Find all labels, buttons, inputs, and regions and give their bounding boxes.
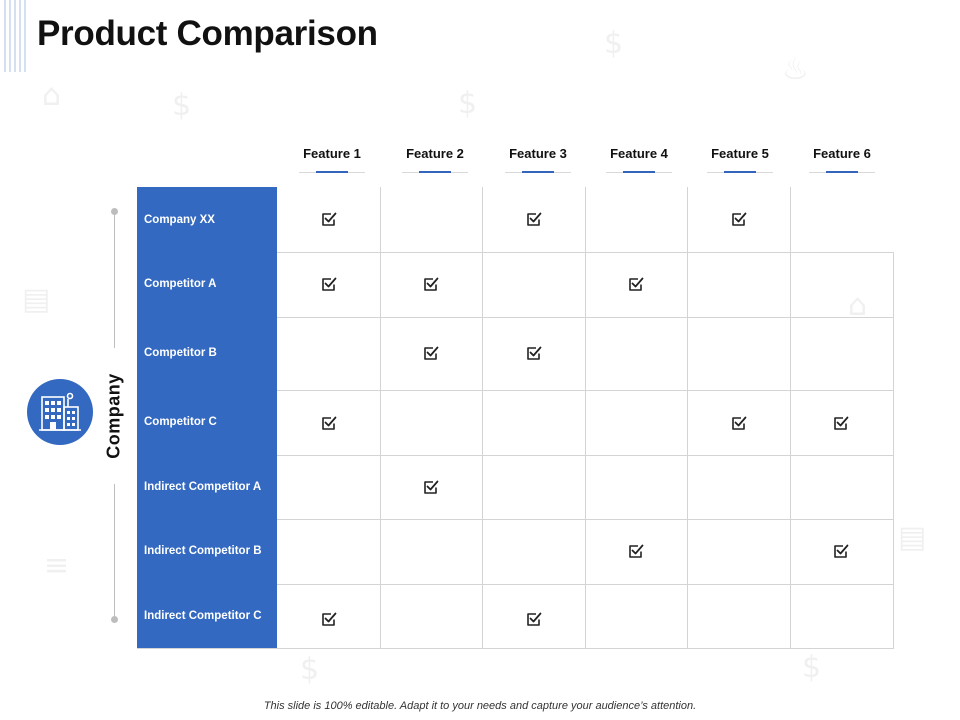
company-icon-circle — [27, 379, 93, 445]
row-label: Competitor C — [144, 416, 217, 428]
feature-underline — [606, 171, 672, 173]
row-label: Indirect Competitor A — [144, 481, 262, 493]
checkbox-check-icon — [322, 212, 337, 226]
feature-header: Feature 3 — [509, 146, 567, 161]
checkbox-check-icon — [424, 346, 439, 360]
feature-underline — [402, 171, 468, 173]
checkbox-check-icon — [527, 212, 542, 226]
coin-stack-icon: ≡ — [44, 548, 70, 583]
checkbox-check-icon — [834, 416, 849, 430]
checkbox-check-icon — [732, 416, 747, 430]
feature-header: Feature 1 — [303, 146, 361, 161]
footer-note: This slide is 100% editable. Adapt it to… — [263, 700, 697, 712]
coin-icon: $ — [604, 26, 624, 61]
feature-underline — [809, 171, 875, 173]
company-axis-label: Company — [103, 373, 124, 459]
row-label: Competitor A — [144, 278, 217, 290]
row-label: Company XX — [144, 214, 215, 226]
feature-header: Feature 5 — [711, 146, 769, 161]
coin-icon: $ — [300, 652, 320, 687]
checkbox-check-icon — [424, 480, 439, 494]
row-label: Indirect Competitor C — [144, 610, 262, 622]
axis-dot-bottom — [111, 616, 118, 623]
row-label: Indirect Competitor B — [144, 545, 262, 557]
feature-underline — [505, 171, 571, 173]
feature-header: Feature 2 — [406, 146, 464, 161]
checkbox-check-icon — [322, 277, 337, 291]
bank-icon: ⌂ — [42, 78, 62, 113]
coin-icon: $ — [172, 88, 192, 123]
checkbox-check-icon — [629, 277, 644, 291]
feature-header: Feature 6 — [813, 146, 871, 161]
coin-icon: $ — [458, 86, 478, 121]
decorative-accent-lines — [0, 0, 30, 72]
grid-line — [482, 187, 483, 649]
grid-line — [893, 252, 894, 649]
cash-icon: ▤ — [22, 282, 51, 317]
piggy-bank-icon: ♨ — [782, 52, 809, 87]
grid-line — [137, 648, 893, 649]
checkbox-check-icon — [732, 212, 747, 226]
checkbox-check-icon — [527, 612, 542, 626]
row-label: Competitor B — [144, 347, 217, 359]
cash-icon: ▤ — [898, 520, 927, 555]
page-title: Product Comparison — [37, 14, 378, 53]
checkbox-check-icon — [629, 544, 644, 558]
axis-dot-top — [111, 208, 118, 215]
checkbox-check-icon — [424, 277, 439, 291]
checkbox-check-icon — [527, 346, 542, 360]
building-icon — [39, 392, 81, 431]
axis-line — [114, 484, 115, 616]
feature-underline — [707, 171, 773, 173]
axis-line — [114, 215, 115, 348]
feature-header: Feature 4 — [610, 146, 668, 161]
grid-line — [585, 187, 586, 649]
grid-line — [380, 187, 381, 649]
checkbox-check-icon — [322, 612, 337, 626]
company-column — [137, 187, 277, 649]
checkbox-check-icon — [834, 544, 849, 558]
coin-icon: $ — [802, 650, 822, 685]
grid-line — [790, 187, 791, 649]
checkbox-check-icon — [322, 416, 337, 430]
bank-icon: ⌂ — [848, 288, 868, 323]
feature-underline — [299, 171, 365, 173]
grid-line — [687, 187, 688, 649]
